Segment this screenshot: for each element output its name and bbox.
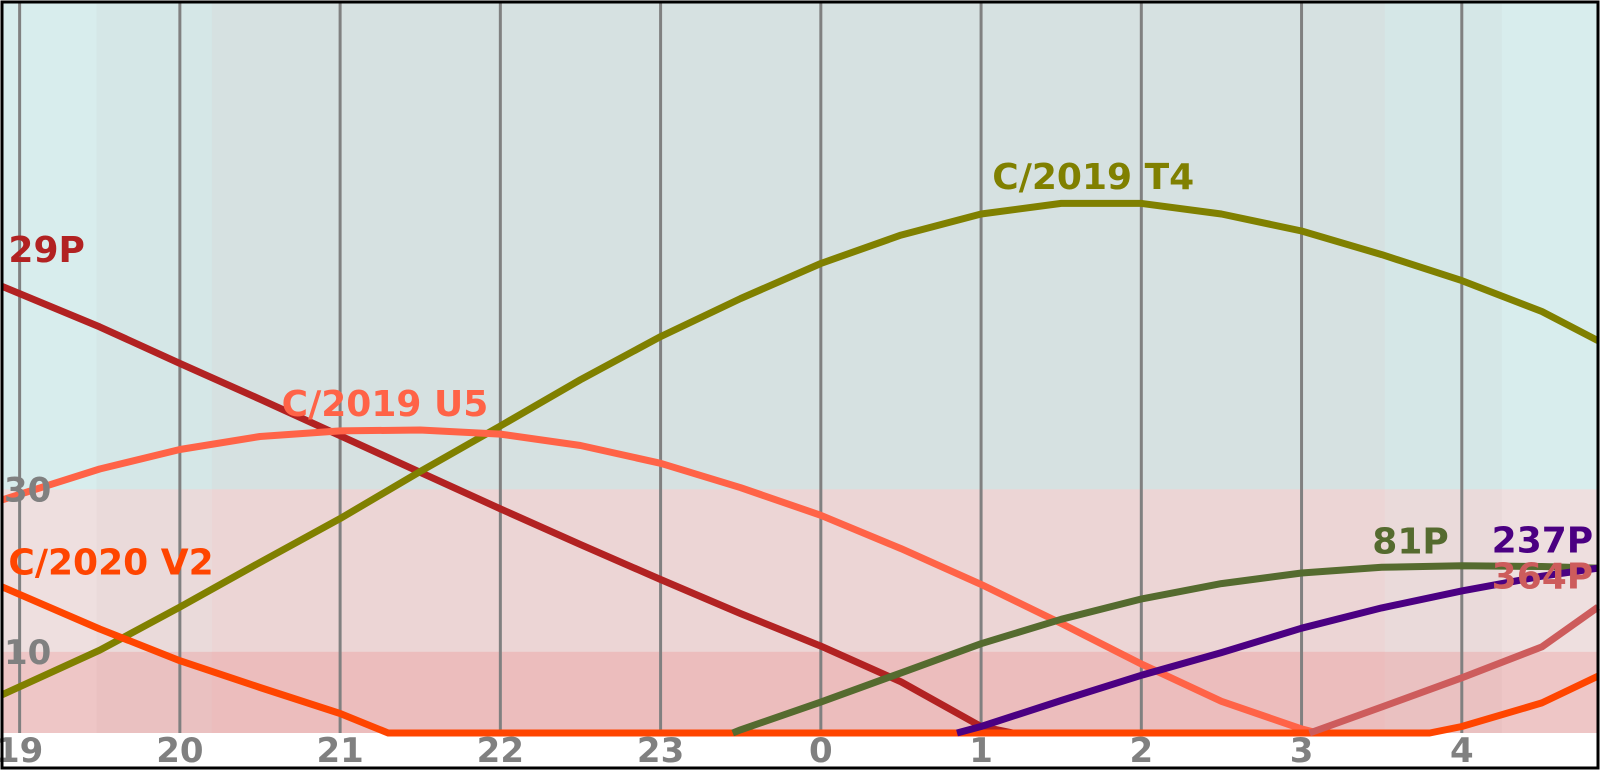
y-tick-label-30: 30 — [4, 470, 51, 510]
series-label-c-2019-u5: C/2019 U5 — [282, 384, 489, 425]
time-band-2 — [211, 2, 1385, 733]
time-band-4 — [1501, 2, 1598, 733]
twilight-bands — [2, 2, 1598, 733]
x-tick-label-1: 1 — [969, 731, 993, 770]
series-line-237p — [956, 564, 1599, 737]
series-line-81p — [731, 562, 1599, 737]
time-band-3 — [1384, 2, 1502, 733]
x-tick-label-23: 23 — [637, 731, 684, 770]
x-tick-label-3: 3 — [1290, 731, 1314, 770]
x-tick-label-0: 0 — [809, 731, 833, 770]
series-label-237p: 237P — [1492, 521, 1594, 562]
x-tick-label-20: 20 — [156, 731, 203, 770]
x-tick-labels: 19 20 21 22 23 0 1 2 3 4 — [0, 731, 1474, 770]
series-label-c-2020-v2: C/2020 V2 — [8, 543, 213, 584]
x-tick-label-2: 2 — [1129, 731, 1153, 770]
x-tick-label-19: 19 — [0, 731, 43, 770]
series-line-364p — [1308, 604, 1600, 737]
y-tick-labels: 10 30 — [4, 470, 51, 672]
series-line-c-2019-t4 — [0, 199, 1600, 698]
series-label-c-2019-t4: C/2019 T4 — [992, 157, 1194, 198]
series-label-364p: 364P — [1492, 556, 1594, 597]
series-labels: 29P C/2019 T4 C/2019 U5 C/2020 V2 81P 237P364… — [8, 157, 1593, 598]
time-band-0 — [2, 2, 97, 733]
x-tick-label-21: 21 — [316, 731, 363, 770]
vertical-gridlines — [18, 2, 1464, 733]
x-tick-label-22: 22 — [477, 731, 524, 770]
series-label-81p: 81P — [1372, 521, 1448, 562]
x-tick-label-4: 4 — [1450, 731, 1474, 770]
series-lines — [0, 199, 1600, 737]
y-tick-label-10: 10 — [4, 633, 51, 673]
series-label-29p: 29P — [8, 230, 84, 271]
series-line-c-2020-v2 — [0, 583, 1600, 737]
